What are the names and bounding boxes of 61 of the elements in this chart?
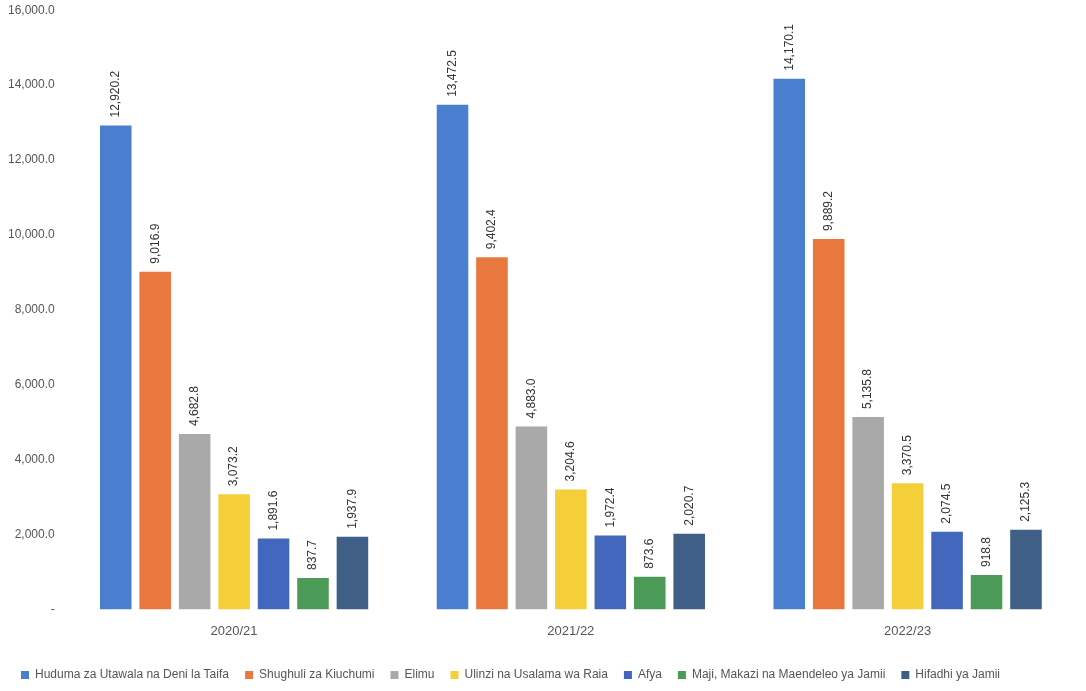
bar bbox=[812, 239, 845, 610]
bar bbox=[773, 78, 806, 610]
data-label: 14,170.1 bbox=[781, 23, 796, 71]
legend-label: Hifadhi ya Jamii bbox=[915, 667, 1001, 682]
bar bbox=[555, 489, 587, 610]
y-tick-label: 16,000.0 bbox=[7, 2, 56, 17]
data-label: 2,074.5 bbox=[939, 483, 954, 524]
y-tick-label: 12,000.0 bbox=[7, 152, 56, 167]
y-tick-label: - bbox=[50, 601, 55, 616]
data-label: 5,135.8 bbox=[860, 368, 875, 410]
bar bbox=[891, 483, 924, 610]
y-tick-label: 2,000.0 bbox=[14, 526, 56, 541]
data-label: 4,682.8 bbox=[186, 385, 201, 427]
legend-label: Elimu bbox=[404, 667, 435, 682]
y-tick-label: 14,000.0 bbox=[7, 77, 56, 92]
bar bbox=[218, 494, 250, 610]
data-label: 3,073.2 bbox=[226, 445, 241, 487]
data-label: 873.6 bbox=[642, 538, 657, 569]
legend-label: Maji, Makazi na Maendeleo ya Jamii bbox=[691, 667, 886, 682]
bar bbox=[436, 104, 469, 610]
bar bbox=[852, 417, 884, 610]
bar bbox=[633, 576, 666, 610]
bar bbox=[336, 536, 369, 610]
bar bbox=[931, 531, 963, 610]
bar bbox=[970, 574, 1003, 610]
bar bbox=[139, 271, 171, 610]
data-label: 1,891.6 bbox=[265, 490, 280, 531]
bar bbox=[297, 578, 329, 610]
bar bbox=[99, 125, 132, 610]
data-label: 837.7 bbox=[305, 539, 320, 571]
bar bbox=[673, 533, 705, 610]
data-label: 4,883.0 bbox=[523, 378, 538, 419]
x-tick-label: 2021/22 bbox=[547, 622, 595, 638]
data-label: 3,204.6 bbox=[563, 441, 578, 482]
legend-label: Shughuli za Kiuchumi bbox=[259, 667, 375, 682]
data-label: 13,472.5 bbox=[444, 49, 459, 97]
legend-label: Ulinzi na Usalama wa Raia bbox=[464, 667, 609, 682]
y-tick-label: 10,000.0 bbox=[7, 227, 56, 242]
bar bbox=[515, 426, 548, 610]
y-tick-label: 8,000.0 bbox=[14, 302, 56, 317]
data-label: 2,125.3 bbox=[1018, 481, 1033, 522]
data-label: 2,020.7 bbox=[681, 485, 696, 526]
x-tick-label: 2020/21 bbox=[210, 622, 258, 638]
data-label: 918.8 bbox=[978, 536, 993, 567]
bar bbox=[178, 434, 211, 610]
data-label: 9,889.2 bbox=[821, 190, 836, 232]
data-label: 12,920.2 bbox=[108, 70, 123, 118]
y-tick-label: 4,000.0 bbox=[14, 451, 56, 466]
data-label: 1,937.9 bbox=[344, 488, 359, 529]
data-label: 9,402.4 bbox=[484, 208, 499, 250]
legend-label: Huduma za Utawala na Deni la Taifa bbox=[35, 667, 230, 682]
bar bbox=[257, 538, 290, 610]
y-tick-label: 6,000.0 bbox=[14, 377, 56, 392]
x-tick-label: 2022/23 bbox=[884, 622, 932, 638]
legend-label: Afya bbox=[637, 667, 663, 682]
bar bbox=[1010, 529, 1042, 610]
bar bbox=[594, 535, 627, 610]
data-label: 9,016.9 bbox=[147, 223, 162, 264]
data-label: 1,972.4 bbox=[602, 487, 617, 528]
bar bbox=[476, 257, 508, 610]
data-label: 3,370.5 bbox=[899, 434, 914, 476]
